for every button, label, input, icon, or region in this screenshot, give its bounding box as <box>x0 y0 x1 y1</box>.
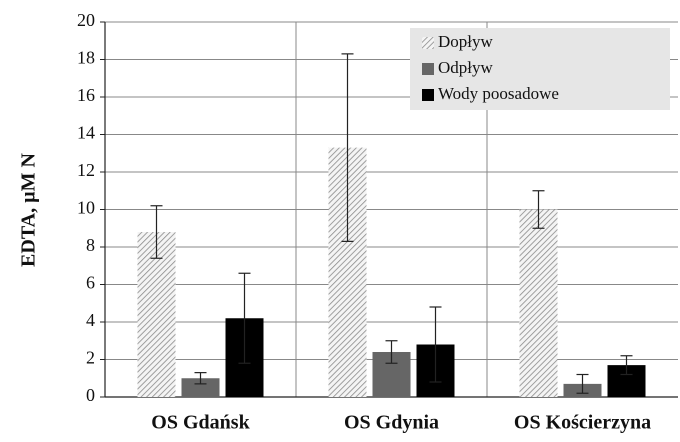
y-tick-label: 12 <box>77 160 95 180</box>
legend-label: Odpływ <box>438 58 494 77</box>
bar <box>181 378 220 397</box>
y-tick-label: 18 <box>77 48 95 68</box>
bar <box>519 209 558 397</box>
legend-label: Wody poosadowe <box>438 84 559 103</box>
y-tick-label: 14 <box>77 123 95 143</box>
x-tick-label: OS Kościerzyna <box>514 412 651 434</box>
error-bar <box>194 372 207 385</box>
y-tick-label: 6 <box>86 273 95 293</box>
y-tick-label: 2 <box>86 348 95 368</box>
legend-label: Dopływ <box>438 32 494 51</box>
legend-swatch <box>422 89 434 101</box>
x-tick-label: OS Gdańsk <box>151 412 250 434</box>
y-tick-label: 4 <box>86 310 95 330</box>
error-bar <box>238 272 251 364</box>
y-tick-label: 16 <box>77 85 95 105</box>
y-axis-label: EDTA, µM N <box>18 152 40 266</box>
legend-box <box>410 28 670 110</box>
error-bar <box>341 53 354 242</box>
error-bar <box>429 306 442 383</box>
error-bar <box>620 355 633 376</box>
x-tick-label: OS Gdynia <box>344 412 439 434</box>
y-tick-label: 10 <box>77 198 95 218</box>
bar <box>137 232 176 397</box>
y-tick-label: 8 <box>86 235 95 255</box>
error-bar <box>532 190 545 229</box>
legend-swatch <box>422 37 434 49</box>
error-bar <box>150 205 163 259</box>
legend-swatch <box>422 63 434 75</box>
error-bar <box>576 373 589 394</box>
y-tick-label: 20 <box>77 10 95 30</box>
error-bar <box>385 340 398 364</box>
y-tick-label: 0 <box>86 385 95 405</box>
